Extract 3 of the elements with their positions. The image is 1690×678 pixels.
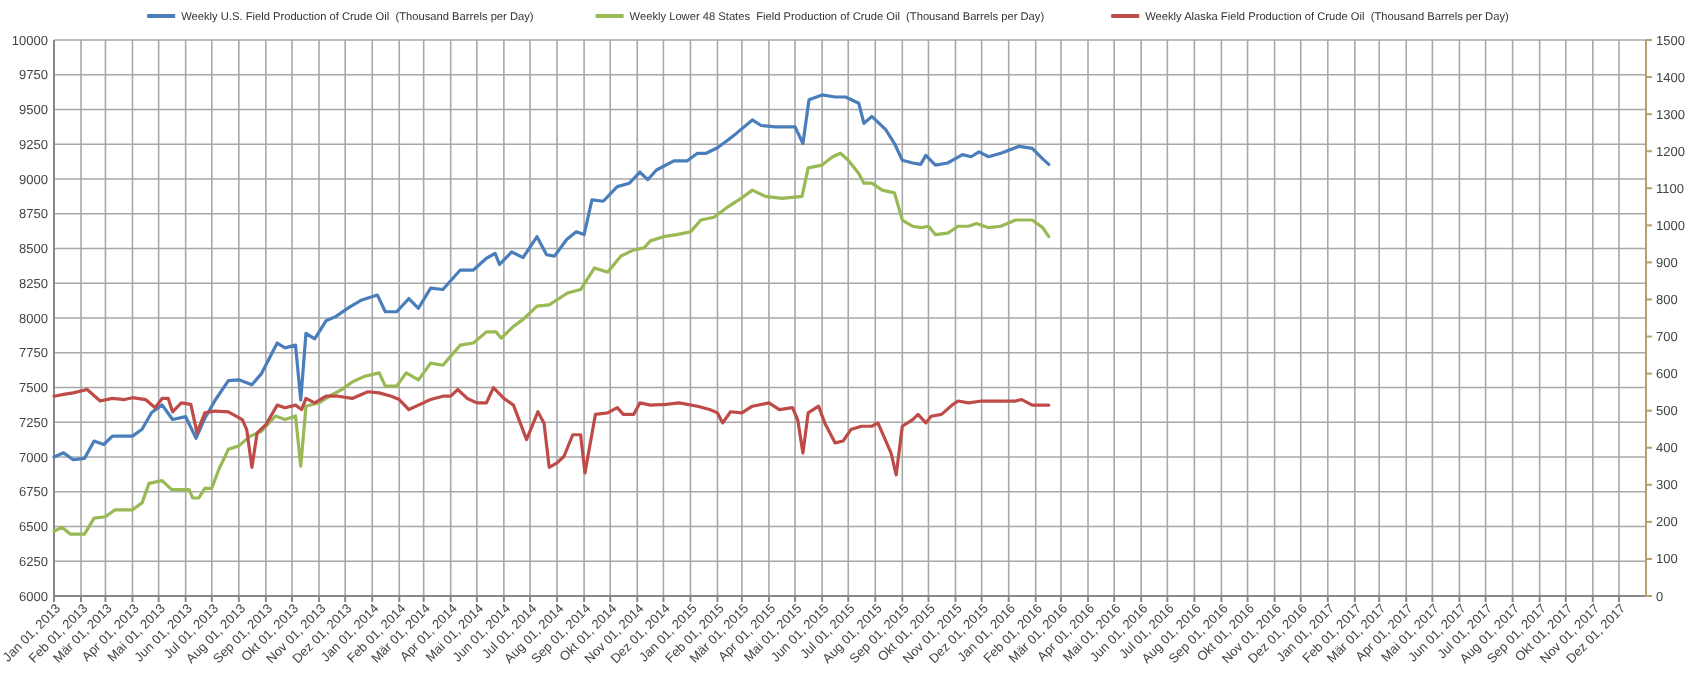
line-series: [52, 386, 1051, 477]
line-series: [52, 151, 1051, 536]
line-series: [52, 93, 1051, 462]
